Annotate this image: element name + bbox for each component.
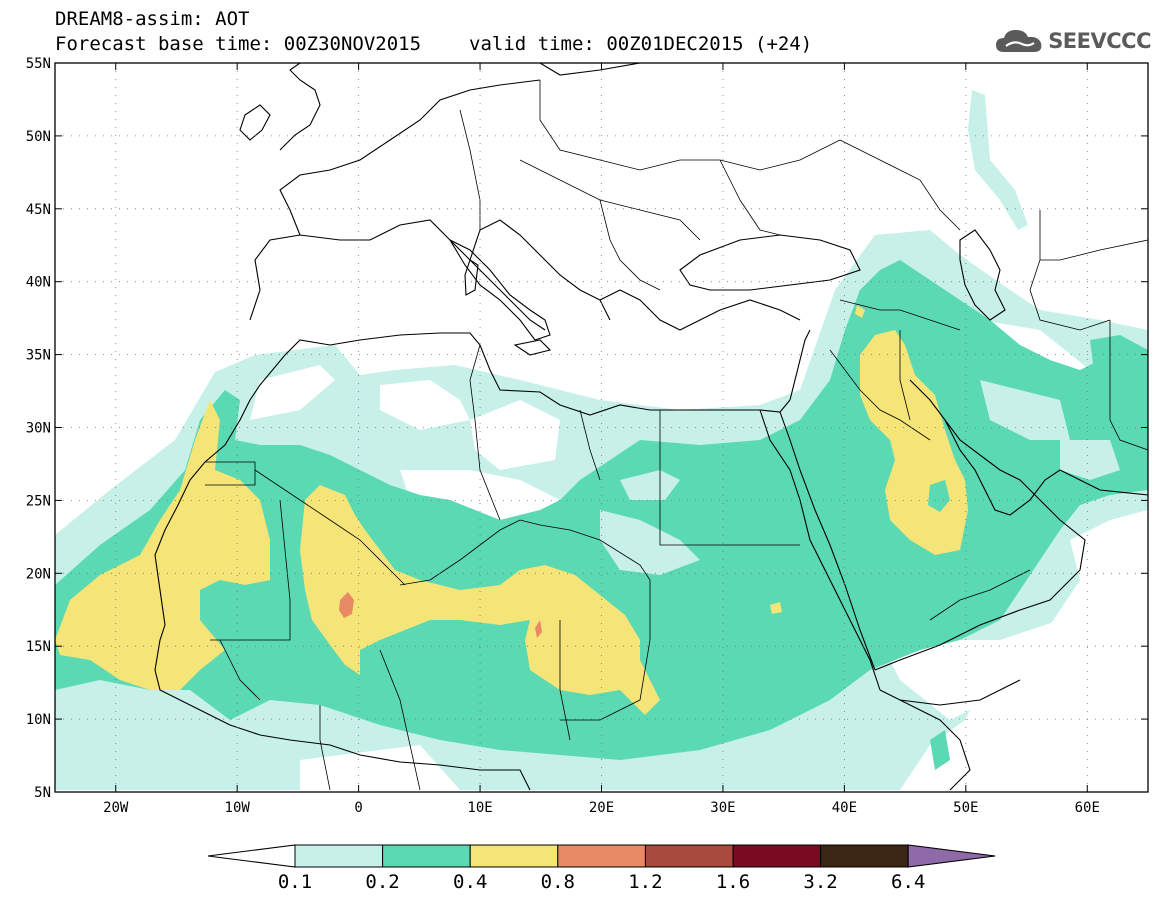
lat-tick-label: 25N — [26, 493, 51, 509]
coastlines-borders — [154, 63, 1148, 791]
colorbar-label: 1.2 — [628, 871, 662, 893]
axis-ticks — [55, 62, 1148, 793]
colorbar-over-arrow — [907, 844, 996, 868]
lon-tick-label: 10E — [467, 800, 492, 816]
colorbar-swatch — [644, 844, 734, 868]
lat-tick-label: 10N — [26, 712, 51, 728]
lat-tick-label: 55N — [26, 56, 51, 72]
colorbar-swatch — [469, 844, 559, 868]
lon-tick-label: 10W — [225, 800, 251, 816]
valid-time-label: valid time: 00Z01DEC2015 (+24) — [469, 33, 813, 55]
lon-tick-label: 60E — [1075, 800, 1100, 816]
lon-tick-label: 50E — [953, 800, 978, 816]
lat-tick-label: 15N — [26, 639, 51, 655]
colorbar-under-arrow — [207, 844, 296, 868]
colorbar-label: 0.2 — [365, 871, 399, 893]
lat-tick-label: 30N — [26, 421, 51, 437]
colorbar-label: 6.4 — [891, 871, 925, 893]
lat-tick-label: 5N — [34, 785, 51, 801]
colorbar-swatch — [557, 844, 646, 868]
lat-tick-label: 35N — [26, 348, 51, 364]
colorbar-label: 1.6 — [716, 871, 750, 893]
colorbar-label: 0.1 — [278, 871, 312, 893]
colorbar-label: 0.4 — [453, 871, 487, 893]
lon-tick-label: 30E — [710, 800, 735, 816]
aot-colorbar: 0.1 0.2 0.4 0.8 1.2 1.6 3.2 6.4 — [207, 844, 998, 893]
lat-tick-label: 20N — [26, 566, 51, 582]
aot-band-mid-holes — [600, 380, 1120, 575]
lon-tick-label: 40E — [832, 800, 857, 816]
lat-tick-label: 50N — [26, 129, 51, 145]
aot-band-0-8 — [339, 592, 542, 638]
lat-tick-label: 40N — [26, 275, 51, 291]
longitude-labels: 20W 10W 0 10E 20E 30E 40E 50E 60E — [103, 800, 1100, 816]
lon-tick-label: 20E — [589, 800, 614, 816]
political-borders — [205, 80, 1148, 791]
seevccc-logo: SEEVCCC — [994, 24, 1151, 58]
cloud-icon — [996, 30, 1042, 52]
colorbar-swatch — [294, 844, 384, 868]
colorbar-label: 0.8 — [541, 871, 575, 893]
base-time-label: Forecast base time: 00Z30NOV2015 — [55, 33, 422, 55]
colorbar-label: 3.2 — [803, 871, 837, 893]
logo-text: SEEVCCC — [1048, 29, 1151, 53]
latitude-labels: 55N 50N 45N 40N 35N 30N 25N 20N 15N 10N 5N — [26, 56, 51, 801]
lon-tick-label: 0 — [354, 800, 362, 816]
lat-tick-label: 45N — [26, 202, 51, 218]
lon-tick-label: 20W — [103, 800, 129, 816]
colorbar-swatch — [382, 844, 471, 868]
map-subtitle: Forecast base time: 00Z30NOV2015 valid ti… — [55, 33, 812, 56]
colorbar-swatch-dup — [820, 844, 909, 868]
aot-band-inner-green — [928, 480, 950, 512]
aot-contour-field — [55, 90, 1148, 790]
map-title: DREAM8-assim: AOT — [55, 8, 250, 30]
colorbar-swatch — [732, 844, 822, 868]
